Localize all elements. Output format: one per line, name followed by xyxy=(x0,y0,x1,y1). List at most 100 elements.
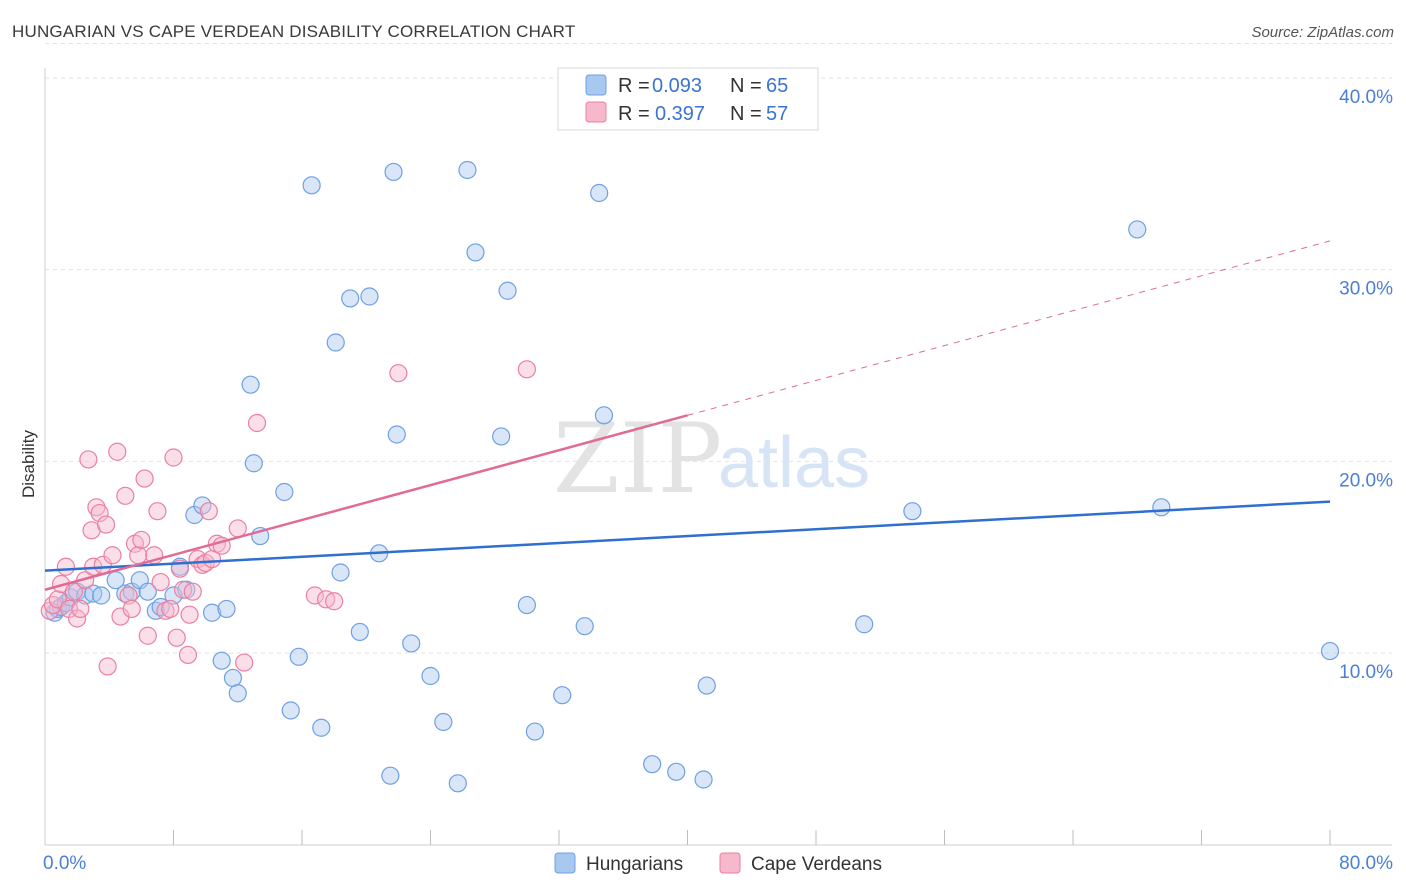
cape-verdean-point xyxy=(96,515,116,534)
grid-lines xyxy=(45,43,1392,654)
y-tick-label: 40.0% xyxy=(1339,87,1393,108)
hungarian-point xyxy=(202,603,222,622)
cape-verdean-point xyxy=(193,555,212,574)
legend-swatch-cape-verdeans xyxy=(585,101,607,123)
cape-verdean-point xyxy=(148,502,167,521)
hungarian-point xyxy=(275,482,294,502)
legend-r-value: 0.093 xyxy=(652,75,702,97)
hungarian-point xyxy=(341,289,360,308)
hungarian-point xyxy=(384,162,403,182)
cape-verdean-point xyxy=(135,469,154,488)
bottom-legend-swatch-cape-verdeans xyxy=(719,852,741,874)
cape-verdean-point xyxy=(164,448,183,467)
cape-verdean-point xyxy=(167,628,186,647)
y-tick-label: 20.0% xyxy=(1339,470,1393,491)
hungarian-point xyxy=(458,160,477,180)
cape-verdean-point xyxy=(87,498,106,517)
watermark-zip: ZIP xyxy=(553,403,722,515)
hungarian-point xyxy=(350,622,369,642)
cape-verdean-point xyxy=(180,605,199,624)
hungarian-point xyxy=(326,333,345,352)
bottom-legend-label-cape-verdeans: Cape Verdeans xyxy=(751,854,882,875)
hungarian-point xyxy=(281,701,300,720)
legend-r-label: R = xyxy=(618,103,650,125)
cape-verdean-trend-line-extension xyxy=(687,240,1331,416)
bottom-legend-label-hungarians: Hungarians xyxy=(586,854,683,875)
hungarian-point xyxy=(244,454,263,473)
cape-verdean-point xyxy=(178,645,198,665)
hungarian-point xyxy=(525,722,545,741)
x-ticks xyxy=(173,830,1331,845)
hungarian-point xyxy=(331,563,350,582)
cape-verdean-point xyxy=(122,599,141,619)
cape-verdean-point xyxy=(138,626,157,645)
watermark-atlas: atlas xyxy=(718,423,870,503)
cape-verdean-point xyxy=(389,364,408,383)
hungarian-point xyxy=(498,281,517,300)
hungarian-point xyxy=(492,427,511,446)
cape-verdean-point xyxy=(56,557,75,576)
hungarian-point xyxy=(387,425,406,444)
hungarian-point xyxy=(855,615,874,634)
legend-n-value: 65 xyxy=(766,75,788,97)
cape-verdean-point xyxy=(116,486,135,505)
legend-r-label: R = xyxy=(618,75,650,97)
hungarian-point xyxy=(434,712,453,732)
hungarian-point xyxy=(138,582,157,601)
y-tick-label: 30.0% xyxy=(1339,279,1393,300)
hungarian-point xyxy=(517,595,536,615)
hungarian-point xyxy=(312,718,331,737)
cape-verdean-point xyxy=(235,653,254,672)
cape-verdean-trend-line xyxy=(44,414,688,591)
hungarian-point xyxy=(643,755,662,774)
cape-verdean-point xyxy=(305,586,324,605)
trend-lines xyxy=(44,240,1331,591)
cape-verdean-point xyxy=(90,503,109,523)
y-axis-label: Disability xyxy=(19,429,38,498)
bottom-legend-swatch-hungarians xyxy=(554,852,576,874)
hungarian-point xyxy=(212,651,231,670)
hungarian-point xyxy=(1128,220,1147,239)
legend-box: R = 0.093 N = 65 R = 0.397 N = 57 xyxy=(557,67,819,131)
x-tick-labels: 0.0% 80.0% xyxy=(43,853,1393,874)
hungarian-point xyxy=(223,668,243,688)
hungarian-point xyxy=(594,406,614,425)
cape-verdean-point xyxy=(161,599,180,619)
legend-r-value: 0.397 xyxy=(655,103,705,125)
hungarian-point xyxy=(553,686,572,705)
hungarian-point xyxy=(697,676,716,695)
legend-n-value: 57 xyxy=(766,103,788,125)
chart-title: HUNGARIAN VS CAPE VERDEAN DISABILITY COR… xyxy=(12,22,576,41)
hungarian-trend-line xyxy=(44,500,1331,572)
cape-verdean-point xyxy=(108,442,127,461)
hungarian-point xyxy=(116,584,135,603)
hungarian-point xyxy=(421,666,440,686)
data-points xyxy=(40,160,1340,793)
cape-verdean-point xyxy=(517,360,536,379)
hungarian-point xyxy=(466,243,485,262)
hungarian-point xyxy=(402,634,421,653)
cape-verdean-point xyxy=(103,546,122,565)
hungarian-point xyxy=(590,183,609,203)
hungarian-point xyxy=(360,287,379,306)
cape-verdean-point xyxy=(129,546,148,565)
hungarian-point xyxy=(92,586,111,605)
axes xyxy=(44,68,1392,846)
cape-verdean-point xyxy=(325,592,344,611)
legend-n-label: N = xyxy=(730,75,762,97)
hungarian-point xyxy=(1152,498,1171,517)
cape-verdean-point xyxy=(68,609,87,628)
cape-verdean-point xyxy=(199,502,218,521)
hungarian-point xyxy=(694,770,713,789)
x-tick-label: 0.0% xyxy=(43,853,86,874)
hungarian-point xyxy=(448,774,467,793)
hungarian-point xyxy=(381,766,400,785)
cape-verdean-point xyxy=(151,572,170,592)
x-tick-label: 80.0% xyxy=(1339,853,1393,874)
legend-n-label: N = xyxy=(730,103,762,125)
hungarian-point xyxy=(903,502,922,521)
source-label: Source: ZipAtlas.com xyxy=(1251,24,1394,41)
legend-swatch-hungarians xyxy=(585,74,607,96)
hungarian-point xyxy=(228,684,247,703)
